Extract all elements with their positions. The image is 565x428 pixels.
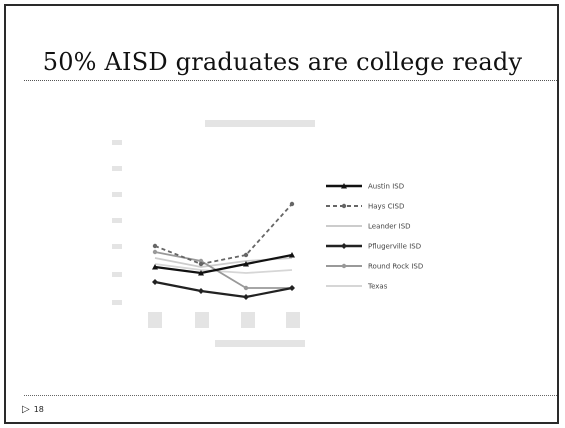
data-point xyxy=(198,288,204,294)
legend-label: Round Rock ISD xyxy=(368,263,423,271)
play-triangle-icon: ▷ xyxy=(22,404,30,415)
faint-tick-remnant xyxy=(112,244,122,249)
legend-item: Round Rock ISD xyxy=(326,263,423,271)
page-number: 18 xyxy=(33,405,44,414)
data-point xyxy=(152,249,158,255)
faint-xlabel-remnant xyxy=(215,340,305,347)
series-line-1 xyxy=(154,203,293,265)
legend-item: Hays CISD xyxy=(326,203,404,211)
legend-item: Leander ISD xyxy=(326,223,411,231)
title-divider xyxy=(24,80,557,81)
data-point xyxy=(243,294,249,300)
series-layer xyxy=(152,201,295,300)
legend-label: Texas xyxy=(367,283,388,291)
data-point xyxy=(289,285,295,291)
legend-label: Hays CISD xyxy=(368,203,404,211)
faint-tick-remnant xyxy=(112,218,122,223)
legend-swatch-marker xyxy=(341,243,347,249)
faint-xtick-remnant xyxy=(195,312,209,328)
data-point xyxy=(243,252,249,258)
legend-label: Leander ISD xyxy=(368,223,411,231)
faint-tick-remnant xyxy=(112,166,122,171)
faint-xtick-remnant xyxy=(286,312,300,328)
slide-title: 50% AISD graduates are college ready xyxy=(42,48,523,76)
faint-tick-remnant xyxy=(112,300,122,305)
legend-label: Pflugerville ISD xyxy=(368,243,421,251)
legend: Austin ISD Hays CISD Leander ISD Pflugervil… xyxy=(326,183,423,291)
data-point xyxy=(152,243,158,249)
data-point xyxy=(198,270,204,276)
series-line-4 xyxy=(154,251,292,289)
footer-divider xyxy=(24,395,557,396)
faint-xtick-remnant xyxy=(241,312,255,328)
faint-tick-remnant xyxy=(112,192,122,197)
legend-label: Austin ISD xyxy=(368,183,404,191)
slide xyxy=(4,4,559,424)
data-point xyxy=(243,285,249,291)
legend-item: Pflugerville ISD xyxy=(326,243,421,251)
legend-swatch-marker xyxy=(341,183,347,189)
data-point xyxy=(289,201,295,207)
faint-tick-remnant xyxy=(112,140,122,145)
legend-swatch-marker xyxy=(341,263,347,269)
faint-chart-title-remnant xyxy=(205,120,315,127)
legend-item: Texas xyxy=(326,283,388,291)
data-point xyxy=(152,279,158,285)
page-number-area: ▷ 18 xyxy=(22,404,44,415)
data-point xyxy=(152,264,158,270)
data-point xyxy=(289,252,295,258)
series-line-5 xyxy=(154,263,293,274)
data-point xyxy=(243,261,249,267)
series-line-3 xyxy=(154,280,293,299)
faint-tick-remnant xyxy=(112,272,122,277)
series-line-0 xyxy=(154,253,293,275)
faint-xtick-remnant xyxy=(148,312,162,328)
legend-item: Austin ISD xyxy=(326,183,404,191)
data-point xyxy=(198,261,204,267)
legend-swatch-marker xyxy=(341,203,347,209)
